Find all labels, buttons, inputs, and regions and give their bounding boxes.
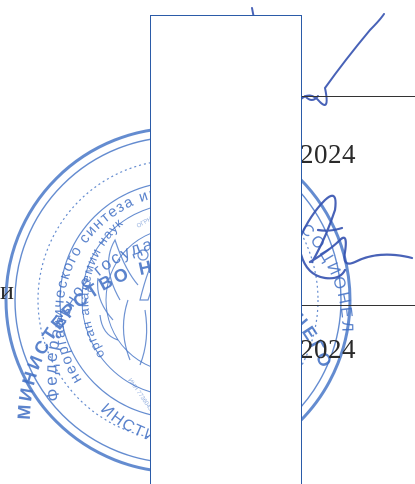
left-text-fragment: и — [0, 276, 14, 305]
signature-2 — [298, 194, 414, 280]
date-year-1: 2024 — [300, 139, 356, 169]
date-year-2: 2024 — [300, 334, 356, 364]
signature-line-1 — [300, 96, 415, 97]
signature-line-2 — [300, 305, 415, 306]
redaction-box — [150, 15, 302, 484]
